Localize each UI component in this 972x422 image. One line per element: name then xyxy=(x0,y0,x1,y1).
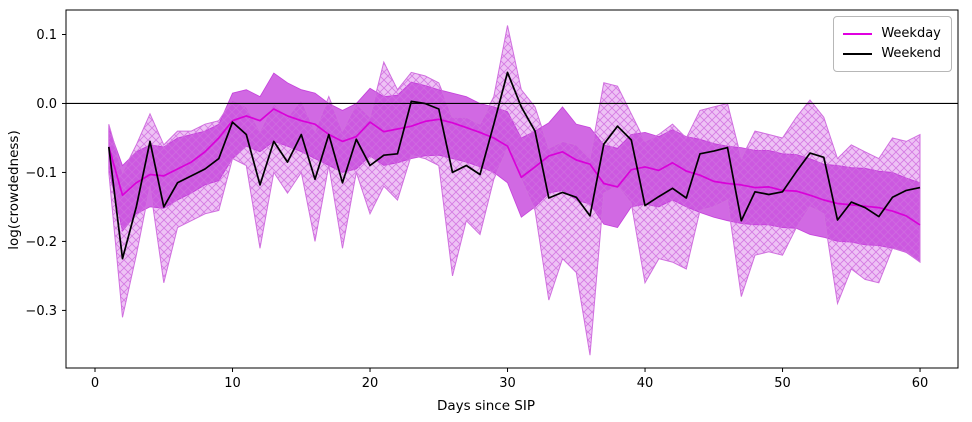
y-tick-label: −0.2 xyxy=(25,235,57,250)
legend-label-weekend: Weekend xyxy=(881,46,941,61)
x-tick-label: 30 xyxy=(499,376,516,391)
y-tick-label: −0.1 xyxy=(25,166,57,181)
y-axis-label: log(crowdedness) xyxy=(6,130,22,250)
weekend-line xyxy=(107,71,921,260)
legend-label-weekday: Weekday xyxy=(881,26,941,41)
weekday-line-swatch xyxy=(843,33,873,35)
weekend-line-swatch xyxy=(843,53,873,55)
y-tick-label: 0.1 xyxy=(36,28,57,43)
x-tick-label: 0 xyxy=(91,376,99,391)
x-tick-label: 50 xyxy=(774,376,791,391)
confidence-bands xyxy=(108,25,921,356)
series-lines xyxy=(66,71,958,260)
axes-spines xyxy=(65,9,959,369)
legend-item-weekday: Weekday xyxy=(843,24,941,44)
x-tick-label: 20 xyxy=(362,376,379,391)
x-axis-label: Days since SIP xyxy=(436,398,536,414)
legend: Weekday Weekend xyxy=(833,16,952,72)
x-tick-label: 40 xyxy=(637,376,654,391)
x-tick-label: 10 xyxy=(224,376,241,391)
weekday-line xyxy=(107,108,921,226)
y-tick-label: 0.0 xyxy=(36,97,57,112)
weekend-band-hatch xyxy=(108,25,921,356)
x-tick-label: 60 xyxy=(912,376,929,391)
legend-item-weekend: Weekend xyxy=(843,44,941,64)
y-tick-label: −0.3 xyxy=(25,304,57,319)
axes: 0 10 20 30 40 50 60 0.1 0.0 −0.1 −0.2 −0.3 xyxy=(25,9,959,391)
